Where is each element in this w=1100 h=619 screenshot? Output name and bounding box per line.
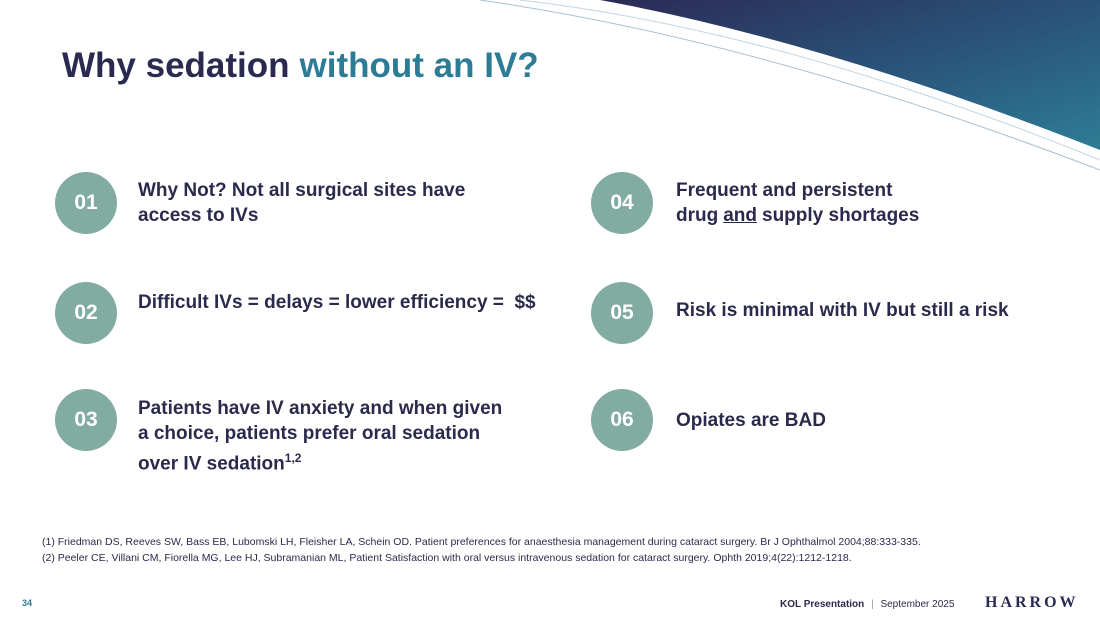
number-badge: 03 bbox=[55, 389, 117, 451]
footer-info: KOL Presentation | September 2025 bbox=[780, 599, 954, 610]
text: Frequent and persistent drug bbox=[676, 180, 893, 226]
title-accent: without an IV? bbox=[299, 46, 539, 85]
underlined-text: and bbox=[723, 205, 757, 226]
item-text: Opiates are BAD bbox=[676, 408, 1036, 433]
separator: | bbox=[871, 599, 874, 610]
number-badge: 05 bbox=[591, 282, 653, 344]
corner-line bbox=[479, 0, 1100, 171]
page-number: 34 bbox=[22, 598, 33, 608]
item-text: Why Not? Not all surgical sites have acc… bbox=[138, 178, 518, 228]
item-text: Frequent and persistent drug and supply sh… bbox=[676, 178, 1036, 228]
presentation-label: KOL Presentation bbox=[780, 599, 865, 610]
text: Risk is minimal with IV but still a risk bbox=[676, 300, 1009, 321]
superscript: 1,2 bbox=[284, 451, 302, 465]
text: Why Not? Not all surgical sites have acc… bbox=[138, 180, 466, 226]
number-badge: 02 bbox=[55, 282, 117, 344]
date: September 2025 bbox=[880, 599, 955, 610]
number-badge: 06 bbox=[591, 389, 653, 451]
title-lead: Why sedation bbox=[62, 46, 290, 85]
item-text: Risk is minimal with IV but still a risk bbox=[676, 298, 1076, 323]
reference: (2) Peeler CE, Villani CM, Fiorella MG, … bbox=[42, 552, 852, 564]
number-badge: 01 bbox=[55, 172, 117, 234]
reference: (1) Friedman DS, Reeves SW, Bass EB, Lub… bbox=[42, 536, 921, 548]
item-text: Patients have IV anxiety and when given … bbox=[138, 396, 508, 476]
slide-title: Why sedation without an IV? bbox=[62, 46, 539, 86]
corner-line bbox=[519, 0, 1100, 161]
item-text: Difficult IVs = delays = lower efficienc… bbox=[138, 290, 598, 315]
text: supply shortages bbox=[762, 205, 920, 226]
text: Difficult IVs = delays = lower efficienc… bbox=[138, 292, 536, 313]
logo: HARROW bbox=[985, 594, 1079, 611]
text: Opiates are BAD bbox=[676, 410, 826, 431]
text: Patients have IV anxiety and when given … bbox=[138, 398, 503, 475]
number-badge: 04 bbox=[591, 172, 653, 234]
corner-shape bbox=[600, 0, 1100, 150]
